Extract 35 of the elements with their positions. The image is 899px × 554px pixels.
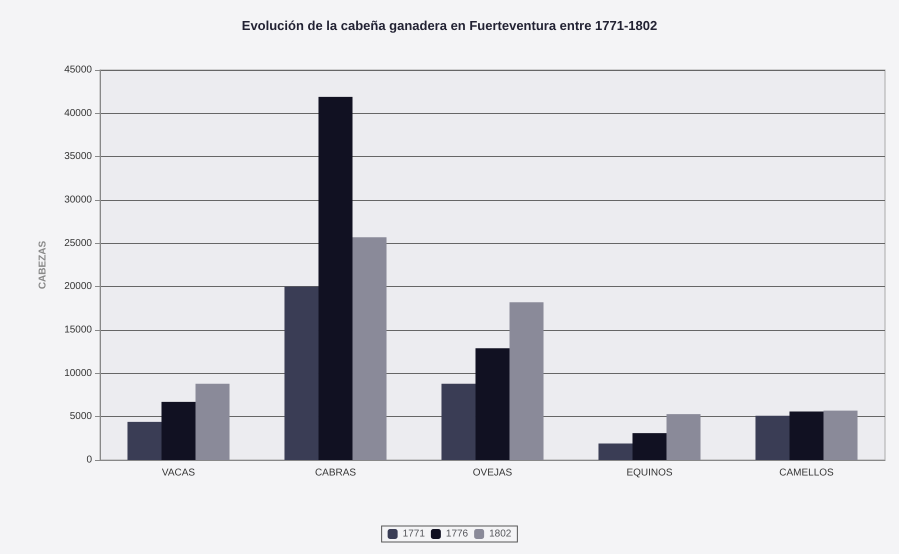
bar [161,402,196,460]
bar [824,410,858,460]
bar [475,348,510,460]
bar [755,416,790,460]
bar [510,302,544,460]
x-tick-label: CAMELLOS [779,468,834,478]
y-tick-label: 5000 [70,411,92,422]
y-tick-label: 15000 [64,324,92,336]
bar [441,384,476,460]
legend-label: 1771 [402,528,426,540]
x-tick-label: EQUINOS [626,468,673,478]
y-axis-title: CABEZAS [38,240,48,290]
y-tick-label: 25000 [64,238,92,249]
y-tick-label: 30000 [64,194,92,206]
legend-label: 1802 [489,528,512,540]
y-tick-label: 20000 [64,281,92,292]
bar [789,411,824,460]
bar [632,433,667,460]
legend-label: 1776 [446,528,469,540]
bar [598,444,632,460]
bar [196,384,230,460]
y-tick-label: 45000 [64,64,92,76]
x-tick-label: OVEJAS [472,468,513,478]
y-tick-label: 10000 [64,368,92,379]
y-tick-label: 35000 [64,151,92,162]
y-tick-label: 0 [86,454,92,466]
y-tick-label: 40000 [64,108,92,119]
bar [666,414,701,460]
x-tick-label: VACAS [162,468,196,478]
x-tick-label: CABRAS [314,468,356,478]
chart-title: Evolución de la cabeña ganadera en Fuerteventura entre 1771-1802 [242,18,658,33]
bar [284,286,318,460]
bar [352,237,387,460]
bar [318,96,353,460]
bar [127,422,162,460]
